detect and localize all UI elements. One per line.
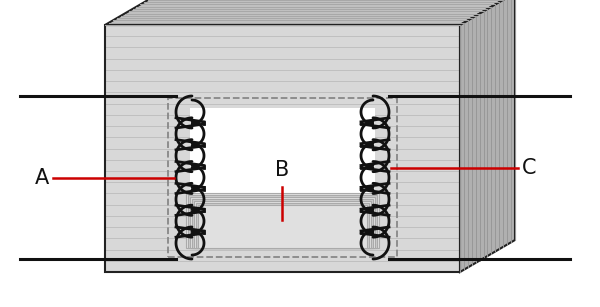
Polygon shape (198, 205, 367, 248)
Polygon shape (186, 193, 379, 248)
Polygon shape (190, 108, 375, 245)
Text: A: A (35, 168, 49, 188)
Text: C: C (522, 157, 536, 177)
Polygon shape (196, 203, 369, 248)
Polygon shape (192, 199, 373, 248)
Polygon shape (460, 0, 515, 272)
Polygon shape (105, 0, 515, 25)
Polygon shape (190, 197, 375, 248)
Polygon shape (105, 25, 460, 272)
Polygon shape (194, 201, 371, 248)
Polygon shape (188, 195, 377, 248)
Text: B: B (275, 160, 290, 180)
